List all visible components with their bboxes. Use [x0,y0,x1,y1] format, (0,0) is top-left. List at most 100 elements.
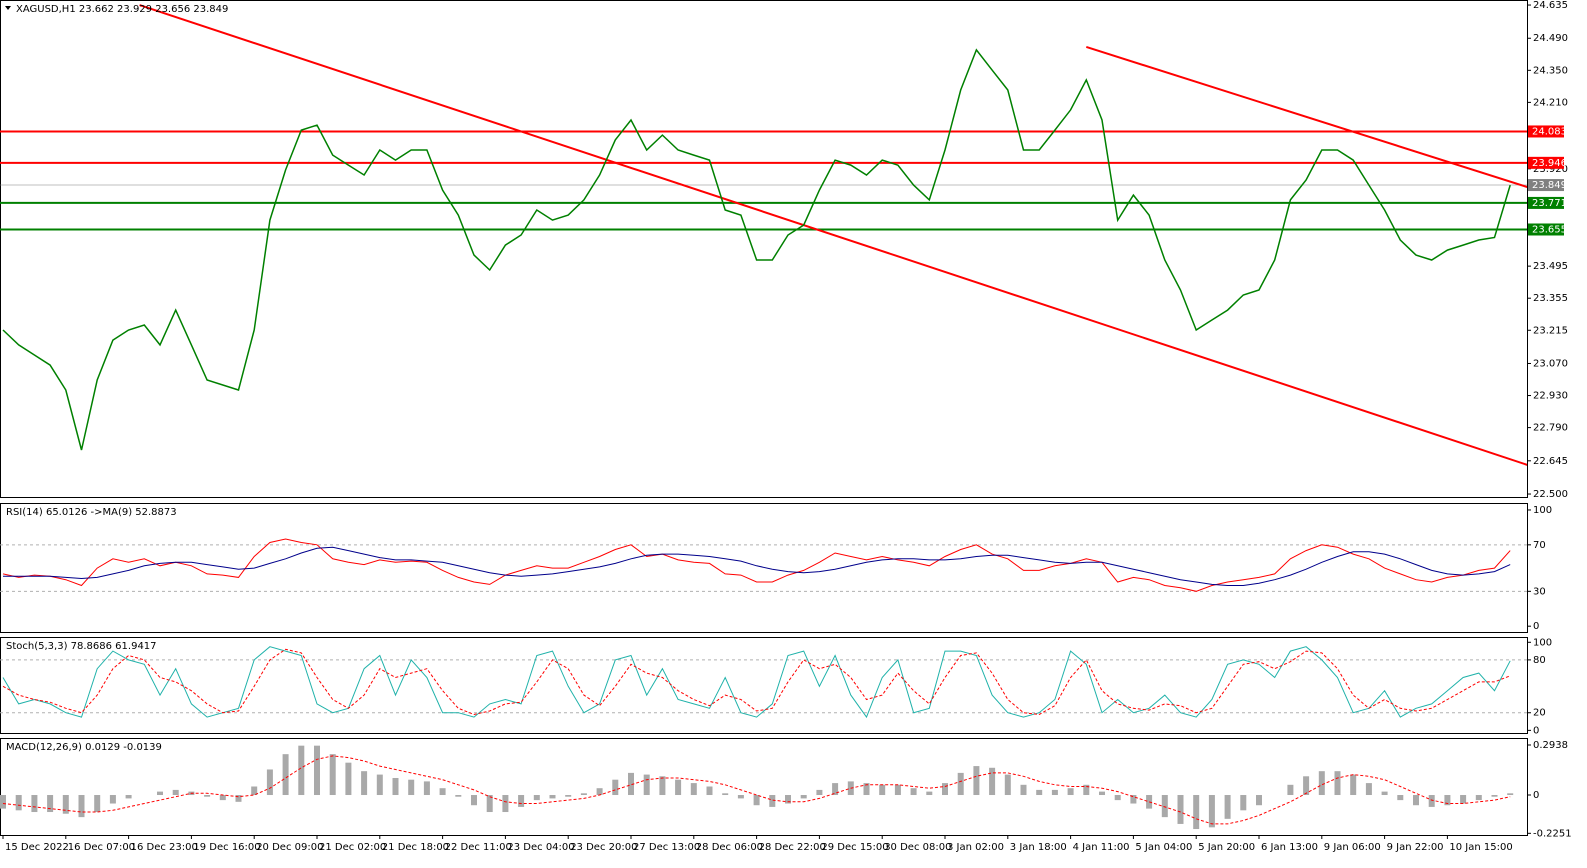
panel-frame [0,738,1528,836]
price-label: 23.771 [1532,198,1567,209]
histogram-bar [1051,789,1058,796]
price-label-box [1528,196,1564,209]
x-tick-label: 5 Jan 20:00 [1198,842,1255,853]
histogram-bar [172,789,179,796]
x-tick-label: 28 Dec 06:00 [696,842,763,853]
x-tick-label: 4 Jan 11:00 [1073,842,1130,853]
histogram-bar [518,795,525,807]
histogram-bar [329,754,336,796]
price-label: 23.849 [1532,180,1567,191]
histogram-bar [690,783,697,796]
histogram-bar [314,745,320,796]
histogram-bar [31,795,38,813]
y-tick-label: 23.495 [1533,261,1568,272]
x-tick-label: 3 Jan 02:00 [947,842,1004,853]
x-tick-label: 20 Dec 09:00 [256,842,323,853]
histogram-bar [1491,795,1498,797]
price-label: 23.946 [1532,158,1567,169]
panel-title: XAGUSD,H1 23.662 23.929 23.656 23.849 [16,4,228,15]
x-tick-label: 9 Jan 06:00 [1324,842,1381,853]
histogram-bar [659,776,666,796]
histogram-bar [15,795,22,811]
histogram-bar [251,786,258,796]
histogram-bar [1208,795,1215,828]
histogram-bar [1318,771,1325,796]
panel-frame [0,637,1528,734]
histogram-bar [235,795,242,802]
histogram-bar [298,745,305,796]
panel-frame [0,503,1528,633]
y-tick-label: 0 [1533,621,1539,632]
series-line [2,646,1511,719]
histogram-bar [1413,795,1419,806]
y-tick-label: 100 [1533,505,1552,516]
histogram-bar [737,795,744,799]
series-line [2,648,1511,716]
y-tick-label: 80 [1533,655,1546,666]
histogram-bar [942,783,948,796]
trend-line [139,4,1527,466]
histogram-bar [1146,795,1153,809]
histogram-bar [533,795,540,801]
histogram-bar [643,774,650,796]
histogram-bar [502,795,509,813]
histogram-bar [926,791,933,796]
x-tick-label: 29 Dec 15:00 [821,842,888,853]
histogram-bar [1130,795,1137,804]
y-tick-label: 30 [1533,586,1546,597]
histogram-bar [1193,795,1200,830]
histogram-bar [769,795,776,807]
histogram-bar [879,784,886,796]
histogram-bar [1397,795,1404,801]
histogram-bar [596,788,603,796]
x-tick-label: 5 Jan 04:00 [1135,842,1192,853]
histogram-bar [565,795,572,797]
y-tick-label: 23.355 [1533,293,1568,304]
panel-title: Stoch(5,3,3) 78.8686 61.9417 [6,641,157,652]
y-tick-label: 24.350 [1533,65,1568,76]
histogram-bar [1287,784,1294,796]
histogram-bar [1460,795,1467,804]
y-tick-label: 0.2938 [1533,740,1568,751]
plot-area [0,646,1527,719]
histogram-bar [612,779,619,796]
histogram-bar [957,772,964,796]
histogram-bar [800,795,807,799]
panel-title: RSI(14) 65.0126 ->MA(9) 52.8873 [6,507,177,518]
histogram-bar [486,795,493,813]
histogram-bar [722,793,729,796]
histogram-bar [439,788,446,796]
price-label-box [1528,179,1564,192]
x-tick-label: 3 Jan 18:00 [1010,842,1067,853]
histogram-bar [78,795,85,818]
symbol-marker [5,6,11,10]
histogram-bar [989,767,996,796]
histogram-bar [816,789,823,796]
histogram-bar [392,777,399,796]
histogram-bar [157,791,163,796]
price-label: 23.655 [1532,224,1567,235]
y-tick-label: 22.500 [1533,489,1568,500]
histogram-bar [1224,795,1231,819]
histogram-bar [1020,784,1027,796]
panel-frame [0,0,1528,498]
histogram-bar [47,795,54,813]
x-tick-label: 23 Dec 04:00 [507,842,574,853]
histogram-bar [1256,795,1262,806]
histogram-bar [266,769,273,796]
histogram-bar [1334,771,1341,796]
histogram-bar [973,766,980,796]
histogram-bar [1428,795,1435,807]
x-tick-label: 9 Jan 22:00 [1387,842,1444,853]
x-tick-label: 28 Dec 22:00 [759,842,826,853]
histogram-bar [1303,776,1310,796]
histogram-bar [345,762,352,796]
y-tick-label: 24.490 [1533,33,1568,44]
histogram-bar [1067,788,1074,796]
histogram-bar [282,754,289,796]
panel-title: MACD(12,26,9) 0.0129 -0.0139 [6,742,162,753]
price-label-box [1528,223,1564,236]
histogram-bar [675,779,682,796]
